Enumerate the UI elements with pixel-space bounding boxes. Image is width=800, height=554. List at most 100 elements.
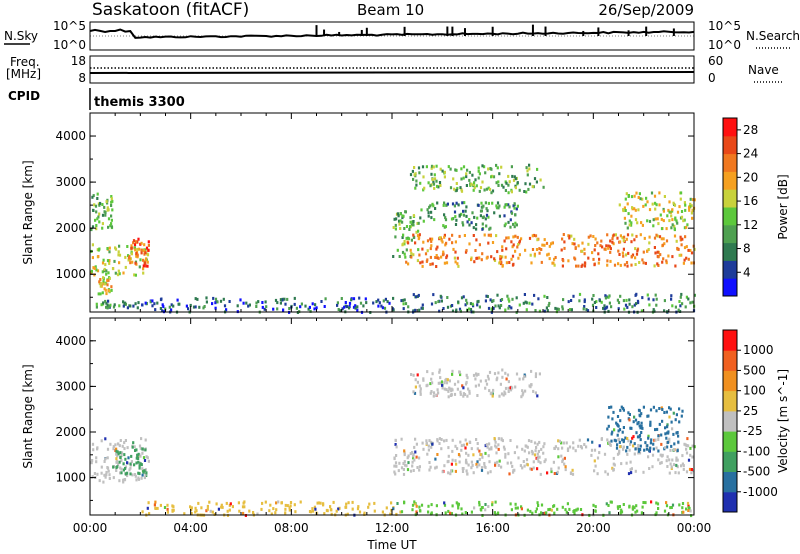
- heatmap-cell: [403, 463, 407, 467]
- heatmap-cell: [610, 405, 613, 409]
- heatmap-cell: [468, 440, 471, 444]
- heatmap-cell: [459, 186, 462, 190]
- heatmap-cell: [497, 206, 500, 210]
- heatmap-cell: [607, 244, 610, 248]
- heatmap-cell: [490, 391, 493, 395]
- heatmap-cell: [525, 444, 528, 448]
- heatmap-cell: [128, 258, 131, 262]
- heatmap-cell: [170, 303, 173, 307]
- heatmap-cell: [500, 392, 504, 396]
- heatmap-cell: [403, 252, 406, 256]
- heatmap-cell: [138, 472, 141, 476]
- heatmap-cell: [450, 217, 454, 221]
- heatmap-cell: [524, 182, 527, 186]
- heatmap-cell: [401, 220, 404, 224]
- heatmap-cell: [594, 505, 597, 509]
- heatmap-cell: [356, 507, 360, 511]
- heatmap-cell: [628, 413, 631, 416]
- heatmap-cell: [100, 465, 103, 469]
- heatmap-cell: [609, 500, 612, 504]
- heatmap-cell: [477, 383, 480, 387]
- heatmap-cell: [484, 171, 487, 175]
- heatmap-cell: [394, 443, 397, 446]
- heatmap-cell: [502, 393, 505, 397]
- heatmap-cell: [131, 445, 134, 449]
- heatmap-cell: [558, 439, 561, 443]
- heatmap-cell: [562, 259, 565, 263]
- heatmap-cell: [659, 213, 662, 217]
- heatmap-cell: [507, 390, 510, 393]
- heatmap-cell: [512, 262, 515, 266]
- heatmap-cell: [113, 303, 116, 307]
- heatmap-cell: [438, 309, 441, 313]
- heatmap-cell: [593, 248, 596, 252]
- heatmap-cell: [430, 166, 433, 170]
- heatmap-cell: [402, 468, 405, 471]
- heatmap-cell: [620, 462, 623, 466]
- heatmap-cell: [513, 202, 516, 206]
- heatmap-cell: [546, 471, 549, 475]
- heatmap-cell: [652, 447, 655, 451]
- heatmap-cell: [664, 426, 667, 430]
- heatmap-cell: [631, 507, 634, 511]
- nave-tick-hi: 60: [708, 54, 723, 68]
- heatmap-cell: [679, 238, 682, 242]
- heatmap-cell: [104, 475, 107, 479]
- heatmap-cell: [108, 289, 111, 293]
- heatmap-cell: [481, 164, 484, 168]
- heatmap-cell: [405, 225, 409, 228]
- heatmap-cell: [457, 380, 460, 384]
- heatmap-cell: [216, 300, 219, 304]
- heatmap-cell: [416, 234, 420, 238]
- heatmap-cell: [395, 454, 398, 457]
- heatmap-cell: [484, 503, 487, 506]
- heatmap-cell: [90, 228, 93, 232]
- heatmap-cell: [94, 218, 97, 222]
- colorbar-label: Power [dB]: [776, 174, 790, 239]
- heatmap-cell: [453, 204, 456, 208]
- heatmap-cell: [579, 508, 583, 511]
- heatmap-cell: [668, 440, 671, 444]
- heatmap-cell: [660, 217, 663, 221]
- heatmap-cell: [688, 467, 692, 471]
- heatmap-cell: [569, 472, 573, 475]
- heatmap-cell: [508, 299, 511, 303]
- heatmap-cell: [617, 429, 620, 433]
- heatmap-cell: [531, 234, 534, 238]
- heatmap-cell: [642, 204, 645, 208]
- heatmap-cell: [336, 303, 339, 307]
- colorbar-swatch: [723, 242, 737, 261]
- heatmap-cell: [693, 293, 696, 297]
- heatmap-cell: [639, 444, 642, 448]
- colorbar-swatch: [723, 350, 737, 371]
- heatmap-cell: [429, 512, 433, 516]
- heatmap-cell: [511, 297, 514, 301]
- heatmap-cell: [630, 195, 634, 199]
- heatmap-cell: [604, 296, 607, 300]
- heatmap-cell: [103, 473, 106, 477]
- heatmap-cell: [528, 182, 532, 186]
- heatmap-cell: [105, 292, 108, 296]
- heatmap-cell: [454, 459, 457, 463]
- heatmap-cell: [451, 233, 454, 237]
- heatmap-cell: [583, 305, 586, 308]
- heatmap-cell: [412, 453, 415, 457]
- heatmap-cell: [474, 249, 477, 252]
- heatmap-cell: [630, 426, 633, 430]
- heatmap-cell: [522, 391, 525, 395]
- heatmap-cell: [568, 445, 572, 449]
- heatmap-cell: [341, 307, 344, 311]
- y-axis-label: Slant Range [km]: [21, 364, 35, 468]
- heatmap-cell: [512, 243, 515, 247]
- heatmap-cell: [620, 510, 624, 514]
- heatmap-cell: [426, 208, 429, 212]
- heatmap-cell: [94, 204, 98, 208]
- heatmap-cell: [455, 188, 458, 192]
- noise-right-tick-hi: 10^5: [708, 19, 741, 33]
- heatmap-cell: [491, 201, 494, 205]
- heatmap-cell: [119, 451, 122, 455]
- heatmap-cell: [481, 180, 484, 184]
- heatmap-cell: [451, 449, 454, 453]
- heatmap-cell: [442, 203, 445, 207]
- colorbar-swatch: [723, 260, 737, 279]
